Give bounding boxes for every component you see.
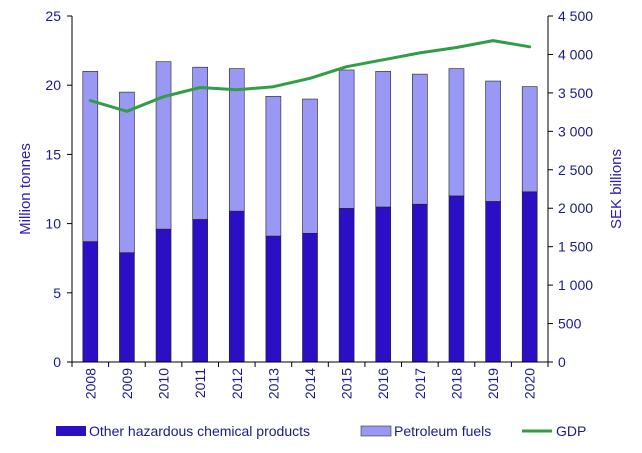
gdp-line <box>88 39 532 113</box>
legend-swatch-petroleum-fuels <box>360 425 392 437</box>
legend-swatch-other-hazardous <box>56 426 86 436</box>
y2-tick-label: 4 000 <box>558 46 593 62</box>
x-tick-label: 2013 <box>265 368 281 399</box>
axes <box>71 16 549 363</box>
legend-label-gdp: GDP <box>556 423 586 439</box>
bar-petroleum-fuels-2008 <box>82 71 99 242</box>
bar-petroleum-fuels-2015 <box>338 69 355 209</box>
bar-petroleum-fuels-2020 <box>521 86 538 193</box>
y-tick-label: 25 <box>45 8 61 24</box>
y2-tick-label: 500 <box>558 316 582 332</box>
bar-petroleum-fuels-2011 <box>192 66 208 220</box>
legend-label-petroleum-fuels: Petroleum fuels <box>394 423 491 439</box>
x-tick-label: 2019 <box>485 368 501 399</box>
right-axis-ticks: 0 500 1 000 1 500 2 000 2 500 3 000 3 500 4 000 4… <box>548 8 593 370</box>
bar-other-hazardous-2015 <box>338 208 355 363</box>
x-tick-label: 2016 <box>375 368 391 399</box>
x-tick-label: 2018 <box>449 368 465 399</box>
x-tick-label: 2015 <box>339 368 355 399</box>
y-tick-label: 0 <box>53 354 61 370</box>
legend: Other hazardous chemical products Petrol… <box>56 423 586 439</box>
y-tick-label: 15 <box>45 146 61 162</box>
y2-tick-label: 1 000 <box>558 277 593 293</box>
bar-petroleum-fuels-2016 <box>375 71 392 208</box>
bar-other-hazardous-2010 <box>155 228 172 363</box>
bar-petroleum-fuels-2012 <box>228 68 245 212</box>
x-tick-label: 2011 <box>192 368 208 398</box>
y2-tick-label: 4 500 <box>558 8 593 24</box>
x-tick-label: 2020 <box>522 368 538 399</box>
y-tick-label: 5 <box>53 285 61 301</box>
bar-other-hazardous-2012 <box>228 210 245 363</box>
bar-petroleum-fuels-2010 <box>155 61 172 230</box>
bar-petroleum-fuels-2013 <box>265 95 282 237</box>
y-axis-title: Million tonnes <box>17 143 34 235</box>
y2-tick-label: 1 500 <box>558 239 593 255</box>
y2-axis-title: SEK billions <box>608 149 625 229</box>
bar-other-hazardous-2013 <box>265 235 282 363</box>
x-tick-label: 2009 <box>119 368 135 399</box>
y2-tick-label: 2 500 <box>558 162 593 178</box>
bar-other-hazardous-2016 <box>375 206 392 363</box>
x-tick-label: 2010 <box>156 368 172 399</box>
bar-other-hazardous-2011 <box>192 219 208 363</box>
y2-tick-label: 0 <box>558 354 566 370</box>
bars <box>82 61 538 363</box>
bar-petroleum-fuels-2018 <box>448 68 465 197</box>
y-tick-label: 20 <box>45 77 61 93</box>
legend-label-other-hazardous: Other hazardous chemical products <box>89 423 310 439</box>
bar-other-hazardous-2017 <box>412 203 428 363</box>
x-tick-label: 2014 <box>302 368 318 399</box>
bar-other-hazardous-2019 <box>485 201 501 363</box>
bar-petroleum-fuels-2019 <box>485 80 501 202</box>
bar-petroleum-fuels-2009 <box>119 91 135 253</box>
bar-other-hazardous-2008 <box>82 241 99 363</box>
x-tick-label: 2012 <box>229 368 245 399</box>
bar-petroleum-fuels-2014 <box>302 98 318 234</box>
y-tick-label: 10 <box>45 216 61 232</box>
x-axis-ticks: 2008 2009 2010 2011 2012 2013 2014 2015 2016 2017… <box>71 362 549 399</box>
bar-other-hazardous-2018 <box>448 195 465 363</box>
y2-tick-label: 2 000 <box>558 200 593 216</box>
x-tick-label: 2017 <box>412 368 428 399</box>
gdp-line-group <box>88 39 532 113</box>
y2-tick-label: 3 500 <box>558 85 593 101</box>
left-axis-ticks: 0 5 10 15 20 25 <box>45 8 72 370</box>
bar-other-hazardous-2020 <box>521 191 538 363</box>
bar-other-hazardous-2014 <box>302 232 318 363</box>
y2-tick-label: 3 000 <box>558 123 593 139</box>
bar-petroleum-fuels-2017 <box>412 73 428 205</box>
bar-other-hazardous-2009 <box>119 252 135 363</box>
x-tick-label: 2008 <box>82 368 98 399</box>
